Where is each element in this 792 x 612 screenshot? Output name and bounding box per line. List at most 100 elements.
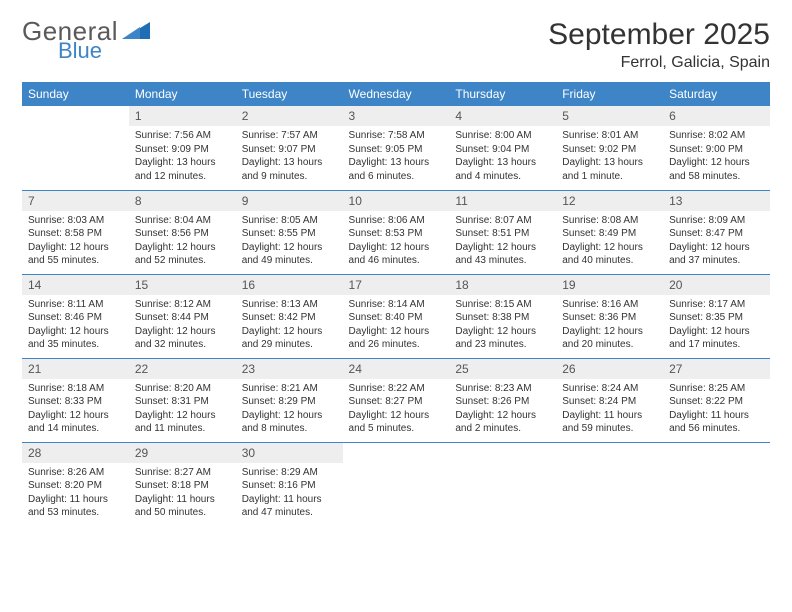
sunrise-text: Sunrise: 7:56 AM bbox=[135, 129, 230, 143]
day-number: 18 bbox=[449, 275, 556, 295]
calendar-cell: 25Sunrise: 8:23 AMSunset: 8:26 PMDayligh… bbox=[449, 358, 556, 442]
sunset-text: Sunset: 8:46 PM bbox=[28, 311, 123, 325]
calendar-cell: 9Sunrise: 8:05 AMSunset: 8:55 PMDaylight… bbox=[236, 190, 343, 274]
day-details: Sunrise: 7:57 AMSunset: 9:07 PMDaylight:… bbox=[236, 126, 343, 187]
calendar-cell bbox=[556, 442, 663, 526]
day-number: 8 bbox=[129, 191, 236, 211]
day-details: Sunrise: 8:01 AMSunset: 9:02 PMDaylight:… bbox=[556, 126, 663, 187]
day-details: Sunrise: 8:12 AMSunset: 8:44 PMDaylight:… bbox=[129, 295, 236, 356]
sunrise-text: Sunrise: 8:04 AM bbox=[135, 214, 230, 228]
sunrise-text: Sunrise: 8:17 AM bbox=[669, 298, 764, 312]
daylight-line1: Daylight: 12 hours bbox=[562, 325, 657, 339]
daylight-line1: Daylight: 12 hours bbox=[349, 241, 444, 255]
day-number: 7 bbox=[22, 191, 129, 211]
day-details: Sunrise: 8:14 AMSunset: 8:40 PMDaylight:… bbox=[343, 295, 450, 356]
sunrise-text: Sunrise: 8:11 AM bbox=[28, 298, 123, 312]
day-number: 28 bbox=[22, 443, 129, 463]
day-details: Sunrise: 8:29 AMSunset: 8:16 PMDaylight:… bbox=[236, 463, 343, 524]
daylight-line2: and 40 minutes. bbox=[562, 254, 657, 268]
daylight-line1: Daylight: 13 hours bbox=[562, 156, 657, 170]
daylight-line1: Daylight: 12 hours bbox=[669, 241, 764, 255]
sunrise-text: Sunrise: 8:09 AM bbox=[669, 214, 764, 228]
calendar-cell: 4Sunrise: 8:00 AMSunset: 9:04 PMDaylight… bbox=[449, 106, 556, 190]
daylight-line1: Daylight: 12 hours bbox=[349, 409, 444, 423]
calendar-cell: 19Sunrise: 8:16 AMSunset: 8:36 PMDayligh… bbox=[556, 274, 663, 358]
day-details: Sunrise: 7:58 AMSunset: 9:05 PMDaylight:… bbox=[343, 126, 450, 187]
daylight-line2: and 29 minutes. bbox=[242, 338, 337, 352]
daylight-line1: Daylight: 12 hours bbox=[562, 241, 657, 255]
day-details: Sunrise: 8:20 AMSunset: 8:31 PMDaylight:… bbox=[129, 379, 236, 440]
calendar-cell: 21Sunrise: 8:18 AMSunset: 8:33 PMDayligh… bbox=[22, 358, 129, 442]
daylight-line2: and 35 minutes. bbox=[28, 338, 123, 352]
daylight-line2: and 9 minutes. bbox=[242, 170, 337, 184]
daylight-line1: Daylight: 12 hours bbox=[28, 409, 123, 423]
daylight-line2: and 26 minutes. bbox=[349, 338, 444, 352]
day-details: Sunrise: 8:16 AMSunset: 8:36 PMDaylight:… bbox=[556, 295, 663, 356]
day-number: 16 bbox=[236, 275, 343, 295]
sunrise-text: Sunrise: 8:14 AM bbox=[349, 298, 444, 312]
sunset-text: Sunset: 8:26 PM bbox=[455, 395, 550, 409]
sunset-text: Sunset: 9:00 PM bbox=[669, 143, 764, 157]
sunrise-text: Sunrise: 8:23 AM bbox=[455, 382, 550, 396]
day-number: 5 bbox=[556, 106, 663, 126]
daylight-line2: and 49 minutes. bbox=[242, 254, 337, 268]
calendar-table: Sunday Monday Tuesday Wednesday Thursday… bbox=[22, 82, 770, 526]
day-number: 2 bbox=[236, 106, 343, 126]
calendar-cell: 12Sunrise: 8:08 AMSunset: 8:49 PMDayligh… bbox=[556, 190, 663, 274]
day-details: Sunrise: 8:09 AMSunset: 8:47 PMDaylight:… bbox=[663, 211, 770, 272]
daylight-line1: Daylight: 11 hours bbox=[28, 493, 123, 507]
day-details: Sunrise: 8:25 AMSunset: 8:22 PMDaylight:… bbox=[663, 379, 770, 440]
sunset-text: Sunset: 9:04 PM bbox=[455, 143, 550, 157]
calendar-cell bbox=[343, 442, 450, 526]
sunrise-text: Sunrise: 8:08 AM bbox=[562, 214, 657, 228]
daylight-line2: and 50 minutes. bbox=[135, 506, 230, 520]
page-header: General Blue September 2025 Ferrol, Gali… bbox=[22, 18, 770, 72]
calendar-cell: 26Sunrise: 8:24 AMSunset: 8:24 PMDayligh… bbox=[556, 358, 663, 442]
sunrise-text: Sunrise: 8:15 AM bbox=[455, 298, 550, 312]
daylight-line1: Daylight: 12 hours bbox=[135, 409, 230, 423]
calendar-cell: 3Sunrise: 7:58 AMSunset: 9:05 PMDaylight… bbox=[343, 106, 450, 190]
calendar-body: 1Sunrise: 7:56 AMSunset: 9:09 PMDaylight… bbox=[22, 106, 770, 526]
day-details: Sunrise: 7:56 AMSunset: 9:09 PMDaylight:… bbox=[129, 126, 236, 187]
sunset-text: Sunset: 8:20 PM bbox=[28, 479, 123, 493]
day-details: Sunrise: 8:15 AMSunset: 8:38 PMDaylight:… bbox=[449, 295, 556, 356]
day-number: 27 bbox=[663, 359, 770, 379]
sunset-text: Sunset: 8:18 PM bbox=[135, 479, 230, 493]
day-number: 6 bbox=[663, 106, 770, 126]
daylight-line2: and 12 minutes. bbox=[135, 170, 230, 184]
calendar-cell: 29Sunrise: 8:27 AMSunset: 8:18 PMDayligh… bbox=[129, 442, 236, 526]
calendar-cell: 30Sunrise: 8:29 AMSunset: 8:16 PMDayligh… bbox=[236, 442, 343, 526]
daylight-line1: Daylight: 11 hours bbox=[669, 409, 764, 423]
daylight-line2: and 32 minutes. bbox=[135, 338, 230, 352]
daylight-line1: Daylight: 12 hours bbox=[135, 325, 230, 339]
daylight-line1: Daylight: 12 hours bbox=[135, 241, 230, 255]
daylight-line2: and 8 minutes. bbox=[242, 422, 337, 436]
sunrise-text: Sunrise: 8:03 AM bbox=[28, 214, 123, 228]
sunset-text: Sunset: 8:44 PM bbox=[135, 311, 230, 325]
day-number: 22 bbox=[129, 359, 236, 379]
day-details: Sunrise: 8:02 AMSunset: 9:00 PMDaylight:… bbox=[663, 126, 770, 187]
day-number: 3 bbox=[343, 106, 450, 126]
sunrise-text: Sunrise: 8:01 AM bbox=[562, 129, 657, 143]
day-number: 9 bbox=[236, 191, 343, 211]
day-details: Sunrise: 8:05 AMSunset: 8:55 PMDaylight:… bbox=[236, 211, 343, 272]
sunset-text: Sunset: 8:53 PM bbox=[349, 227, 444, 241]
weekday-header-row: Sunday Monday Tuesday Wednesday Thursday… bbox=[22, 82, 770, 106]
weekday-header: Sunday bbox=[22, 82, 129, 106]
daylight-line2: and 4 minutes. bbox=[455, 170, 550, 184]
sunrise-text: Sunrise: 8:06 AM bbox=[349, 214, 444, 228]
day-details: Sunrise: 8:17 AMSunset: 8:35 PMDaylight:… bbox=[663, 295, 770, 356]
daylight-line1: Daylight: 12 hours bbox=[242, 409, 337, 423]
day-details: Sunrise: 8:07 AMSunset: 8:51 PMDaylight:… bbox=[449, 211, 556, 272]
day-number: 13 bbox=[663, 191, 770, 211]
daylight-line2: and 55 minutes. bbox=[28, 254, 123, 268]
sunset-text: Sunset: 8:56 PM bbox=[135, 227, 230, 241]
sunrise-text: Sunrise: 8:00 AM bbox=[455, 129, 550, 143]
day-details: Sunrise: 8:22 AMSunset: 8:27 PMDaylight:… bbox=[343, 379, 450, 440]
sunrise-text: Sunrise: 8:29 AM bbox=[242, 466, 337, 480]
daylight-line1: Daylight: 12 hours bbox=[455, 241, 550, 255]
calendar-cell: 11Sunrise: 8:07 AMSunset: 8:51 PMDayligh… bbox=[449, 190, 556, 274]
day-number: 24 bbox=[343, 359, 450, 379]
sunrise-text: Sunrise: 8:07 AM bbox=[455, 214, 550, 228]
daylight-line2: and 23 minutes. bbox=[455, 338, 550, 352]
